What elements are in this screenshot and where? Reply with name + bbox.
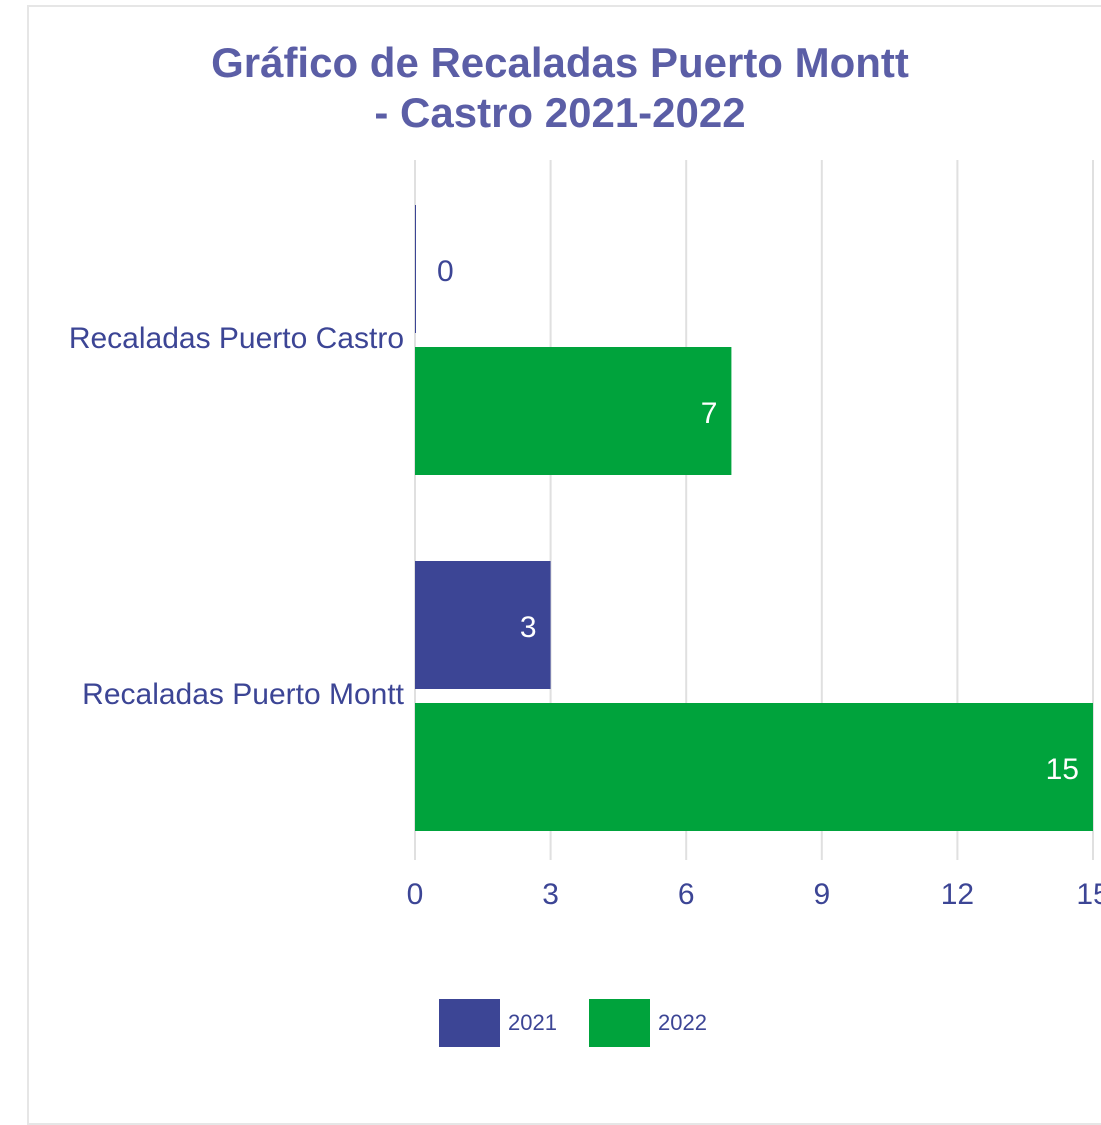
- bar: [415, 703, 1093, 831]
- data-label: 0: [437, 255, 454, 288]
- y-tick-label: Recaladas Puerto Montt: [82, 678, 405, 711]
- x-tick-label: 15: [1076, 878, 1101, 911]
- data-label: 15: [1046, 753, 1079, 786]
- bar: [415, 347, 732, 475]
- data-label: 3: [520, 611, 537, 644]
- x-tick-label: 12: [941, 878, 974, 911]
- x-tick-label: 0: [407, 878, 424, 911]
- legend-label: 2021: [508, 1010, 557, 1035]
- data-label: 7: [701, 397, 718, 430]
- x-tick-label: 6: [678, 878, 695, 911]
- bar: [415, 205, 416, 333]
- bar: [415, 561, 551, 689]
- legend-swatch: [439, 999, 500, 1047]
- legend-swatch: [589, 999, 650, 1047]
- x-tick-label: 3: [542, 878, 559, 911]
- y-tick-label: Recaladas Puerto Castro: [69, 322, 404, 355]
- chart-title: Gráfico de Recaladas Puerto Montt - Cast…: [211, 39, 909, 136]
- legend-label: 2022: [658, 1010, 707, 1035]
- x-tick-label: 9: [813, 878, 830, 911]
